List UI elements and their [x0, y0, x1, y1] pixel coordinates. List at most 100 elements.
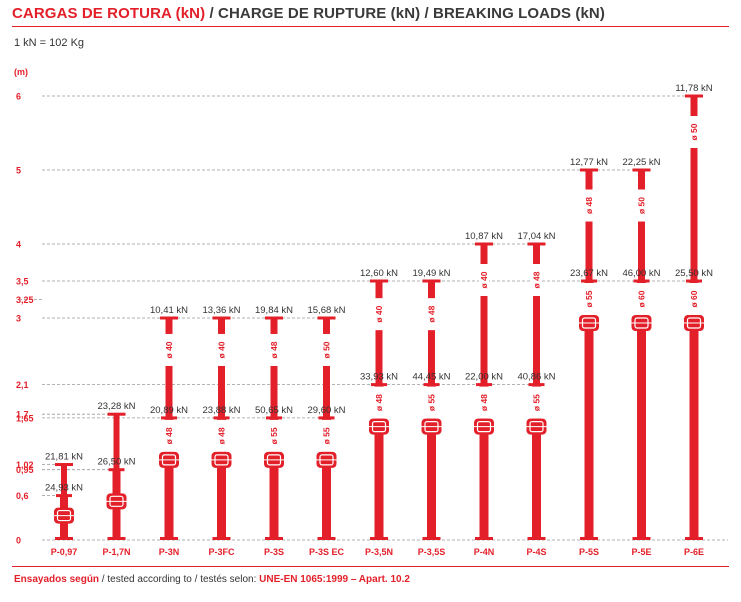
load-min-label-3: 23,88 kN — [202, 405, 240, 416]
load-min-label-4: 50,65 kN — [255, 405, 293, 416]
min-height-marker-4 — [266, 416, 282, 420]
tube-diameter-label-9: ø 48 — [532, 271, 542, 288]
tube-label-bg-5 — [321, 333, 332, 366]
prop-5: ø 50 ø 55 15,68 kN 29,60 kN P-3S EC — [307, 305, 345, 557]
sleeve-diameter-label-12: ø 60 — [689, 290, 699, 307]
y-tick-label-3: 1,02 — [16, 460, 34, 470]
tube-diameter-label-4: ø 48 — [269, 341, 279, 358]
base-plate-8 — [475, 537, 493, 540]
inner-tube-4 — [270, 318, 278, 418]
y-tick-label-5: 1,7 — [16, 410, 29, 420]
sleeve-diameter-label-7: ø 55 — [427, 394, 437, 411]
sleeve-label-bg-11 — [636, 283, 647, 315]
y-tick-label-10: 4 — [16, 240, 21, 250]
sleeve-diameter-label-11: ø 60 — [637, 290, 647, 307]
top-plate-12 — [685, 94, 703, 98]
inner-tube-3 — [218, 318, 225, 418]
sleeve-label-bg-3 — [216, 419, 227, 452]
load-min-label-6: 33,93 kN — [360, 372, 398, 383]
base-plate-6 — [370, 537, 388, 540]
load-max-label-0: 21,81 kN — [45, 452, 83, 463]
inner-tube-12 — [690, 96, 698, 281]
load-max-label-6: 12,60 kN — [360, 268, 398, 279]
top-plate-4 — [265, 316, 283, 320]
tube-diameter-label-8: ø 40 — [479, 271, 489, 288]
base-plate-7 — [422, 537, 441, 540]
load-min-label-11: 46,00 kN — [622, 268, 660, 279]
base-plate-4 — [265, 537, 283, 540]
prop-name-label-5: P-3S EC — [309, 547, 345, 557]
top-plate-9 — [527, 242, 546, 246]
min-height-marker-11 — [633, 279, 650, 283]
tube-label-bg-2 — [164, 333, 174, 366]
base-plate-12 — [685, 537, 703, 540]
prop-name-label-2: P-3N — [159, 547, 180, 557]
inner-tube-9 — [533, 244, 540, 385]
y-tick-label-9: 3,5 — [16, 277, 29, 287]
prop-name-label-9: P-4S — [526, 547, 546, 557]
load-min-label-9: 40,86 kN — [517, 372, 555, 383]
prop-10: ø 48 ø 55 12,77 kN 23,67 kN P-5S — [570, 157, 608, 557]
min-height-marker-7 — [423, 383, 440, 387]
inner-tube-0 — [61, 464, 67, 496]
load-max-label-2: 10,41 kN — [150, 305, 188, 316]
y-tick-label-0: 0 — [16, 536, 21, 546]
prop-name-label-10: P-5S — [579, 547, 599, 557]
base-plate-0 — [55, 537, 73, 540]
prop-name-label-6: P-3,5N — [365, 547, 393, 557]
inner-tube-11 — [638, 170, 645, 281]
y-tick-label-12: 6 — [16, 92, 21, 102]
sleeve-diameter-label-6: ø 48 — [374, 394, 384, 411]
test-standard-note: Ensayados según / tested according to / … — [14, 574, 410, 585]
tube-label-bg-12 — [689, 116, 699, 148]
y-tick-label-7: 3 — [16, 314, 21, 324]
sleeve-label-bg-12 — [689, 283, 699, 315]
tube-label-bg-7 — [426, 298, 437, 331]
footer-spanish: Ensayados según — [14, 574, 100, 585]
height-gridlines: 0 0,6 0,951,02 1,651,7 2,1 3 3,25 3,5 4 5 6 — [16, 92, 728, 546]
min-height-marker-3 — [213, 416, 230, 420]
load-max-label-5: 15,68 kN — [307, 305, 345, 316]
tube-diameter-label-7: ø 48 — [427, 305, 437, 322]
unit-conversion-note: 1 kN = 102 Kg — [14, 37, 85, 49]
top-plate-3 — [212, 316, 231, 320]
title-spanish: CARGAS DE ROTURA (kN) — [12, 5, 206, 22]
prop-name-label-8: P-4N — [474, 547, 495, 557]
tube-label-bg-8 — [479, 264, 489, 296]
tube-label-bg-10 — [584, 189, 594, 222]
outer-tube-4 — [269, 417, 279, 540]
prop-11: ø 50 ø 60 22,25 kN 46,00 kN P-5E — [622, 157, 660, 557]
title-translations: / CHARGE DE RUPTURE (kN) / BREAKING LOAD… — [205, 5, 605, 22]
sleeve-label-bg-2 — [164, 419, 174, 452]
y-tick-label-2: 0,95 — [16, 465, 34, 475]
sleeve-label-bg-9 — [531, 386, 542, 419]
base-plate-1 — [107, 537, 126, 540]
outer-tube-11 — [637, 281, 646, 540]
y-tick-label-11: 5 — [16, 166, 21, 176]
title-divider — [12, 26, 729, 27]
base-plate-3 — [212, 537, 231, 540]
prop-9: ø 48 ø 55 17,04 kN 40,86 kN P-4S — [517, 231, 555, 557]
load-min-label-7: 44,45 kN — [412, 372, 450, 383]
top-plate-5 — [317, 316, 336, 320]
y-tick-label-8: 3,25 — [16, 295, 34, 305]
top-plate-10 — [580, 168, 598, 172]
prop-name-label-7: P-3,5S — [418, 547, 446, 557]
outer-tube-12 — [689, 281, 699, 540]
tube-diameter-label-12: ø 50 — [689, 123, 699, 140]
load-max-label-1: 23,28 kN — [97, 401, 135, 412]
tube-label-bg-6 — [374, 298, 384, 331]
tube-diameter-label-6: ø 40 — [374, 305, 384, 322]
tube-diameter-label-3: ø 40 — [217, 341, 227, 358]
load-max-label-3: 13,36 kN — [202, 305, 240, 316]
footer-standard: UNE-EN 1065:1999 – Apart. 10.2 — [259, 574, 410, 585]
tube-label-bg-11 — [636, 189, 647, 222]
sleeve-label-bg-4 — [269, 419, 279, 452]
tube-diameter-label-2: ø 40 — [164, 341, 174, 358]
min-height-marker-5 — [318, 416, 335, 420]
top-plate-0 — [55, 463, 73, 467]
inner-tube-2 — [165, 318, 173, 418]
outer-tube-9 — [532, 384, 541, 540]
prop-7: ø 48 ø 55 19,49 kN 44,45 kN P-3,5S — [412, 268, 450, 557]
load-min-label-1: 26,50 kN — [97, 457, 135, 468]
